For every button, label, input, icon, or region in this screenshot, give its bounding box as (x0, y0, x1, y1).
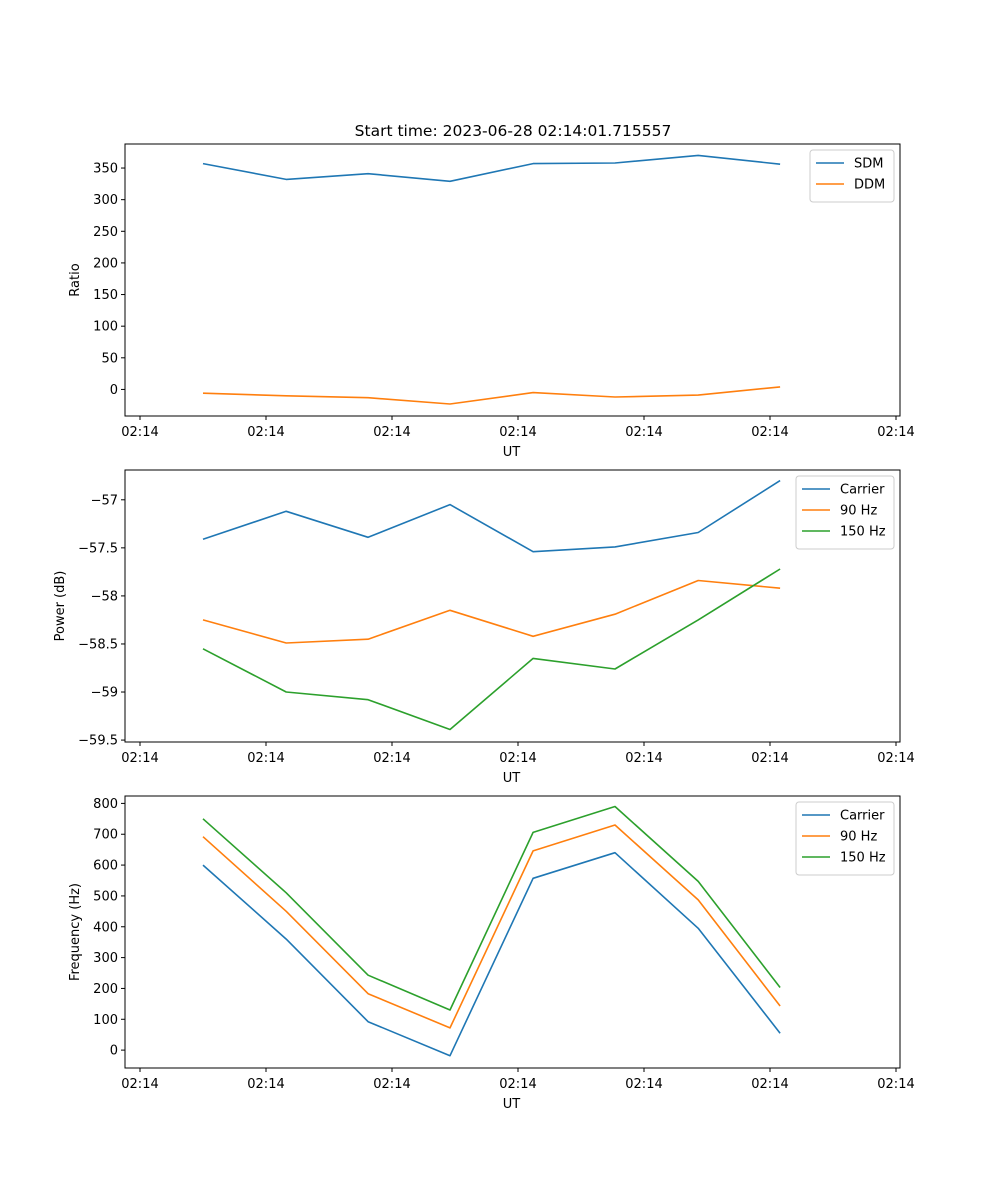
y-tick-label: −57.5 (78, 541, 118, 556)
y-tick-label: 300 (93, 951, 118, 966)
y-axis-label: Power (dB) (53, 571, 68, 642)
panels-group: 02:1402:1402:1402:1402:1402:1402:1402:15… (53, 143, 915, 1112)
y-tick-label: 400 (93, 920, 118, 935)
series-line-carrier (202, 851, 781, 1057)
legend-label: SDM (854, 157, 883, 172)
x-tick-label: 02:14 (877, 425, 914, 440)
y-tick-label: 350 (93, 162, 118, 177)
y-tick-label: 100 (93, 1013, 118, 1028)
y-tick-label: 800 (93, 797, 118, 812)
x-tick-label: 02:14 (247, 425, 284, 440)
legend-label: 150 Hz (840, 525, 886, 540)
legend-label: 90 Hz (840, 504, 877, 519)
x-tick-label: 02:14 (373, 1077, 410, 1092)
series-line-150-hz (202, 568, 781, 731)
x-tick-label: 02:14 (121, 751, 158, 766)
plot-frame (124, 795, 901, 1069)
x-tick-label: 02:14 (751, 1077, 788, 1092)
y-tick-label: −59 (91, 686, 118, 701)
plot-frame (124, 143, 901, 417)
figure-title: Start time: 2023-06-28 02:14:01.715557 (355, 122, 672, 140)
chart-panel-3: 02:1402:1402:1402:1402:1402:1402:1402:15… (68, 795, 915, 1112)
x-tick-label: 02:14 (499, 425, 536, 440)
y-tick-label: 500 (93, 889, 118, 904)
x-tick-label: 02:14 (877, 1077, 914, 1092)
series-line-sdm (202, 154, 781, 183)
y-tick-label: −58 (91, 589, 118, 604)
y-tick-label: 600 (93, 859, 118, 874)
x-tick-label: 02:14 (499, 1077, 536, 1092)
x-tick-label: 02:14 (751, 751, 788, 766)
x-tick-label: 02:14 (373, 425, 410, 440)
y-tick-label: 250 (93, 225, 118, 240)
y-tick-label: 300 (93, 193, 118, 208)
x-axis-label: UT (503, 771, 521, 786)
x-tick-label: 02:14 (499, 751, 536, 766)
series-line-150-hz (202, 805, 781, 1011)
y-tick-label: −59.5 (78, 734, 118, 749)
series-line-90-hz (202, 824, 781, 1029)
y-axis-label: Frequency (Hz) (68, 883, 83, 981)
y-tick-label: 200 (93, 982, 118, 997)
series-line-ddm (202, 386, 781, 405)
x-tick-label: 02:14 (625, 1077, 662, 1092)
x-tick-label: 02:14 (121, 1077, 158, 1092)
x-tick-label: 02:14 (877, 751, 914, 766)
legend-label: DDM (854, 178, 885, 193)
x-tick-label: 02:14 (751, 425, 788, 440)
y-axis-label: Ratio (68, 263, 83, 296)
y-tick-label: 50 (101, 351, 118, 366)
y-tick-label: −58.5 (78, 637, 118, 652)
x-tick-label: 02:14 (247, 751, 284, 766)
y-tick-label: −57 (91, 493, 118, 508)
y-tick-label: 150 (93, 288, 118, 303)
legend-label: 150 Hz (840, 851, 886, 866)
x-tick-label: 02:14 (247, 1077, 284, 1092)
x-tick-label: 02:14 (373, 751, 410, 766)
legend-label: Carrier (840, 483, 885, 498)
y-tick-label: 100 (93, 320, 118, 335)
x-tick-label: 02:14 (625, 751, 662, 766)
legend-label: 90 Hz (840, 830, 877, 845)
plot-frame (124, 469, 901, 743)
y-tick-label: 0 (110, 383, 118, 398)
legend-label: Carrier (840, 809, 885, 824)
y-tick-label: 700 (93, 828, 118, 843)
x-tick-label: 02:14 (625, 425, 662, 440)
y-tick-label: 0 (110, 1044, 118, 1059)
y-tick-label: 200 (93, 256, 118, 271)
chart-panel-2: 02:1402:1402:1402:1402:1402:1402:1402:15… (53, 469, 915, 786)
x-axis-label: UT (503, 445, 521, 460)
chart-panel-1: 02:1402:1402:1402:1402:1402:1402:1402:15… (68, 143, 915, 460)
x-tick-label: 02:14 (121, 425, 158, 440)
series-line-carrier (202, 479, 781, 553)
series-line-90-hz (202, 579, 781, 644)
x-axis-label: UT (503, 1097, 521, 1112)
